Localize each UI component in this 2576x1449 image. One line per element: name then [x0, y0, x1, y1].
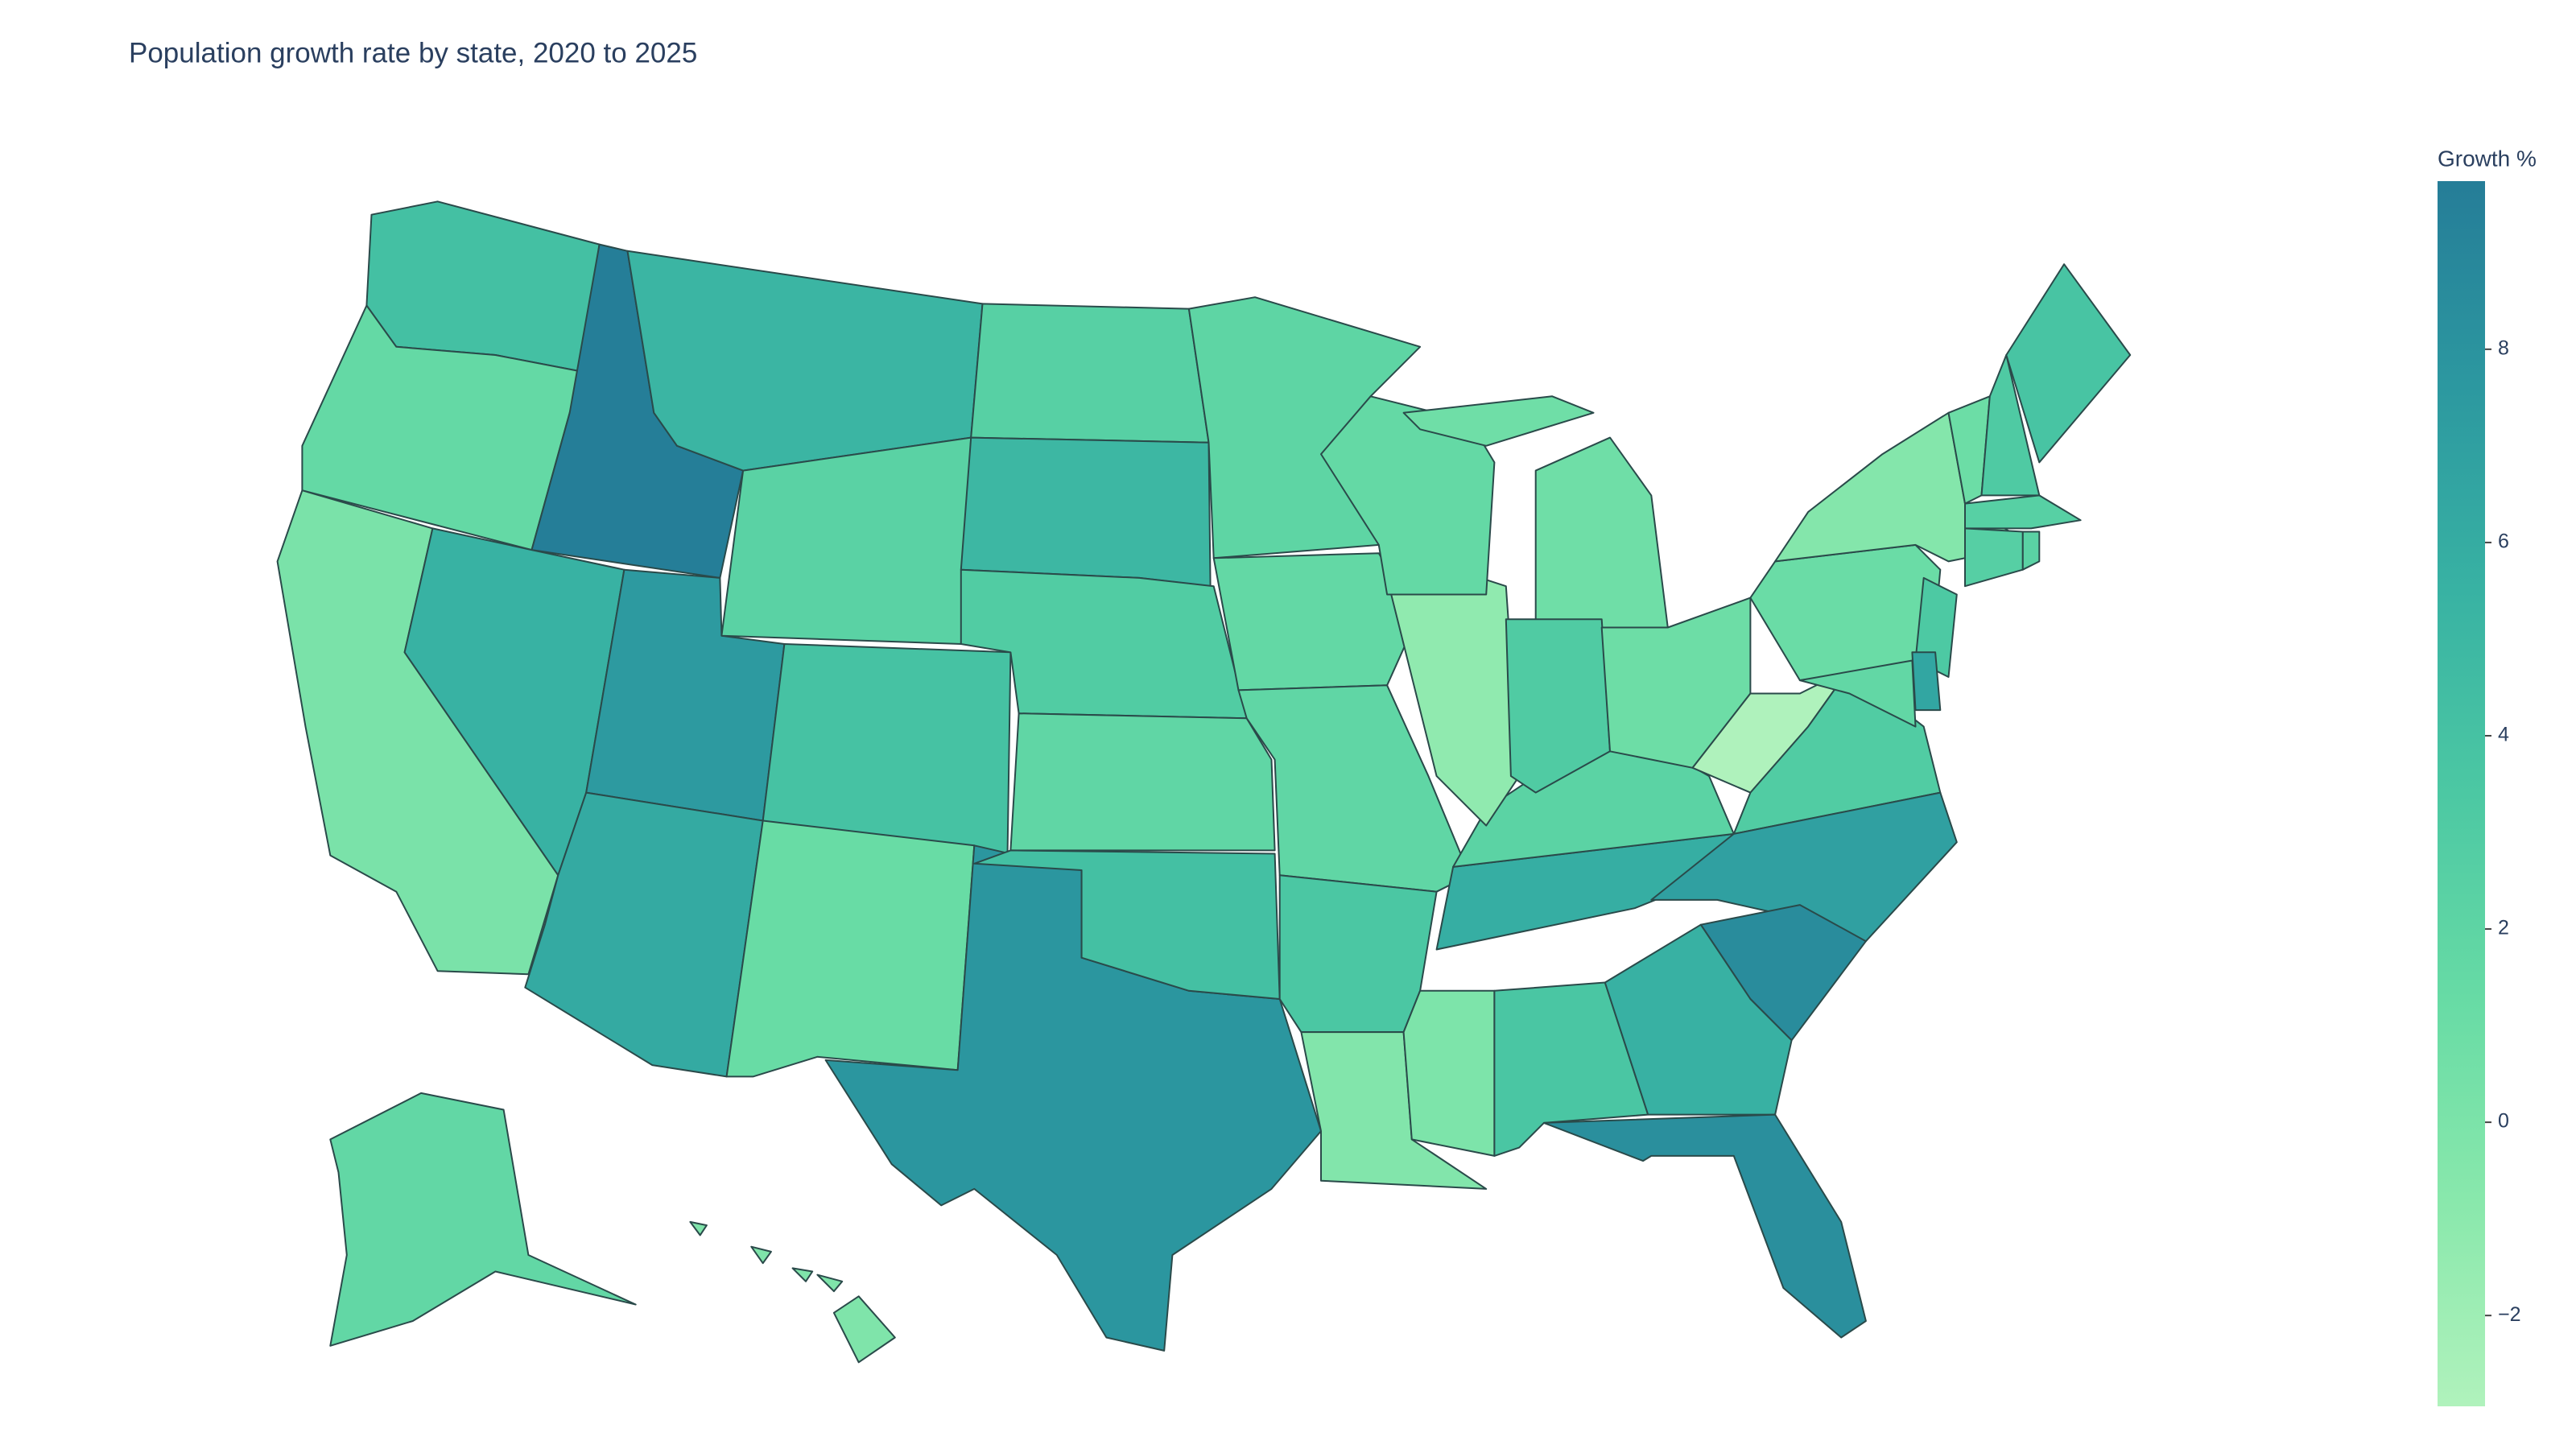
state	[365, 200, 601, 373]
state	[973, 849, 1281, 1000]
state	[2005, 263, 2132, 464]
colorbar-tick-label: 6	[2498, 530, 2509, 553]
state	[2021, 530, 2041, 571]
state	[329, 1092, 637, 1347]
state	[725, 819, 976, 1078]
state	[1377, 543, 1521, 827]
state	[1505, 618, 1611, 794]
state	[1911, 651, 1942, 712]
state	[1964, 527, 2024, 588]
colorbar-tick-label: 4	[2498, 724, 2509, 746]
map	[276, 200, 2132, 1364]
colorbar-tick-label: 8	[2498, 336, 2509, 359]
state	[1320, 395, 1496, 596]
state	[689, 1220, 896, 1364]
colorbar-tick-label: −2	[2498, 1303, 2521, 1326]
state	[720, 436, 972, 645]
colorbar-tick-label: 0	[2498, 1110, 2509, 1133]
state	[1798, 659, 1917, 728]
state	[970, 303, 1210, 444]
colorbar-title: Growth %	[2438, 146, 2537, 171]
state	[1542, 1113, 1867, 1339]
colorbar-ticks: −2 0 2 4 6 8	[2485, 336, 2521, 1326]
colorbar-tick-label: 2	[2498, 917, 2509, 939]
colorbar	[2438, 181, 2485, 1406]
state	[960, 436, 1212, 588]
state	[1009, 712, 1276, 852]
state	[626, 250, 984, 472]
chart-title: Population growth rate by state, 2020 to…	[129, 37, 697, 68]
state	[1604, 923, 1793, 1116]
state	[1212, 552, 1418, 691]
state	[1402, 989, 1496, 1157]
state	[1964, 494, 2082, 530]
